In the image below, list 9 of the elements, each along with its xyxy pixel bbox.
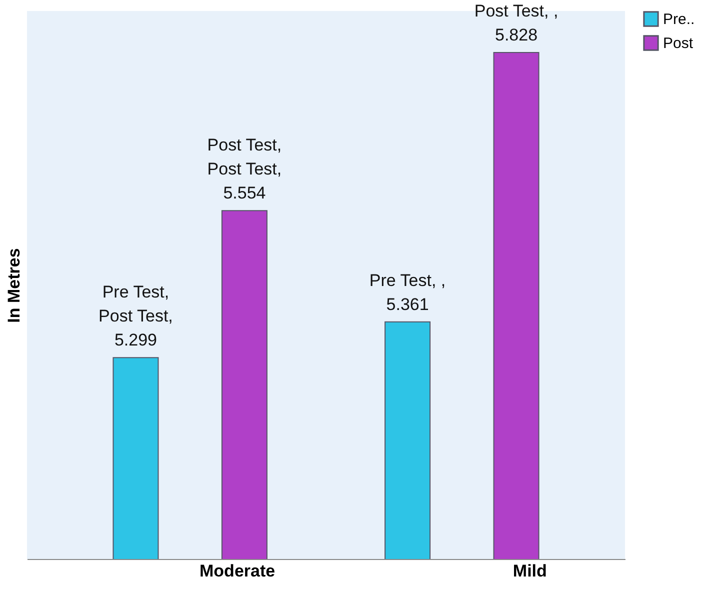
legend-label: Post: [663, 35, 694, 52]
data-label: Pre Test, Post Test, 5.299: [98, 282, 173, 350]
data-label: Post Test, , 5.828: [474, 2, 558, 45]
x-tick-label: Moderate: [200, 562, 276, 580]
x-tick-label: Mild: [512, 562, 547, 580]
data-label: Pre Test, , 5.361: [369, 270, 446, 314]
legend-label: Pre..: [663, 11, 695, 28]
y-axis-title: In Metres: [4, 248, 24, 323]
data-label: Post Test, Post Test, 5.554: [207, 136, 282, 203]
